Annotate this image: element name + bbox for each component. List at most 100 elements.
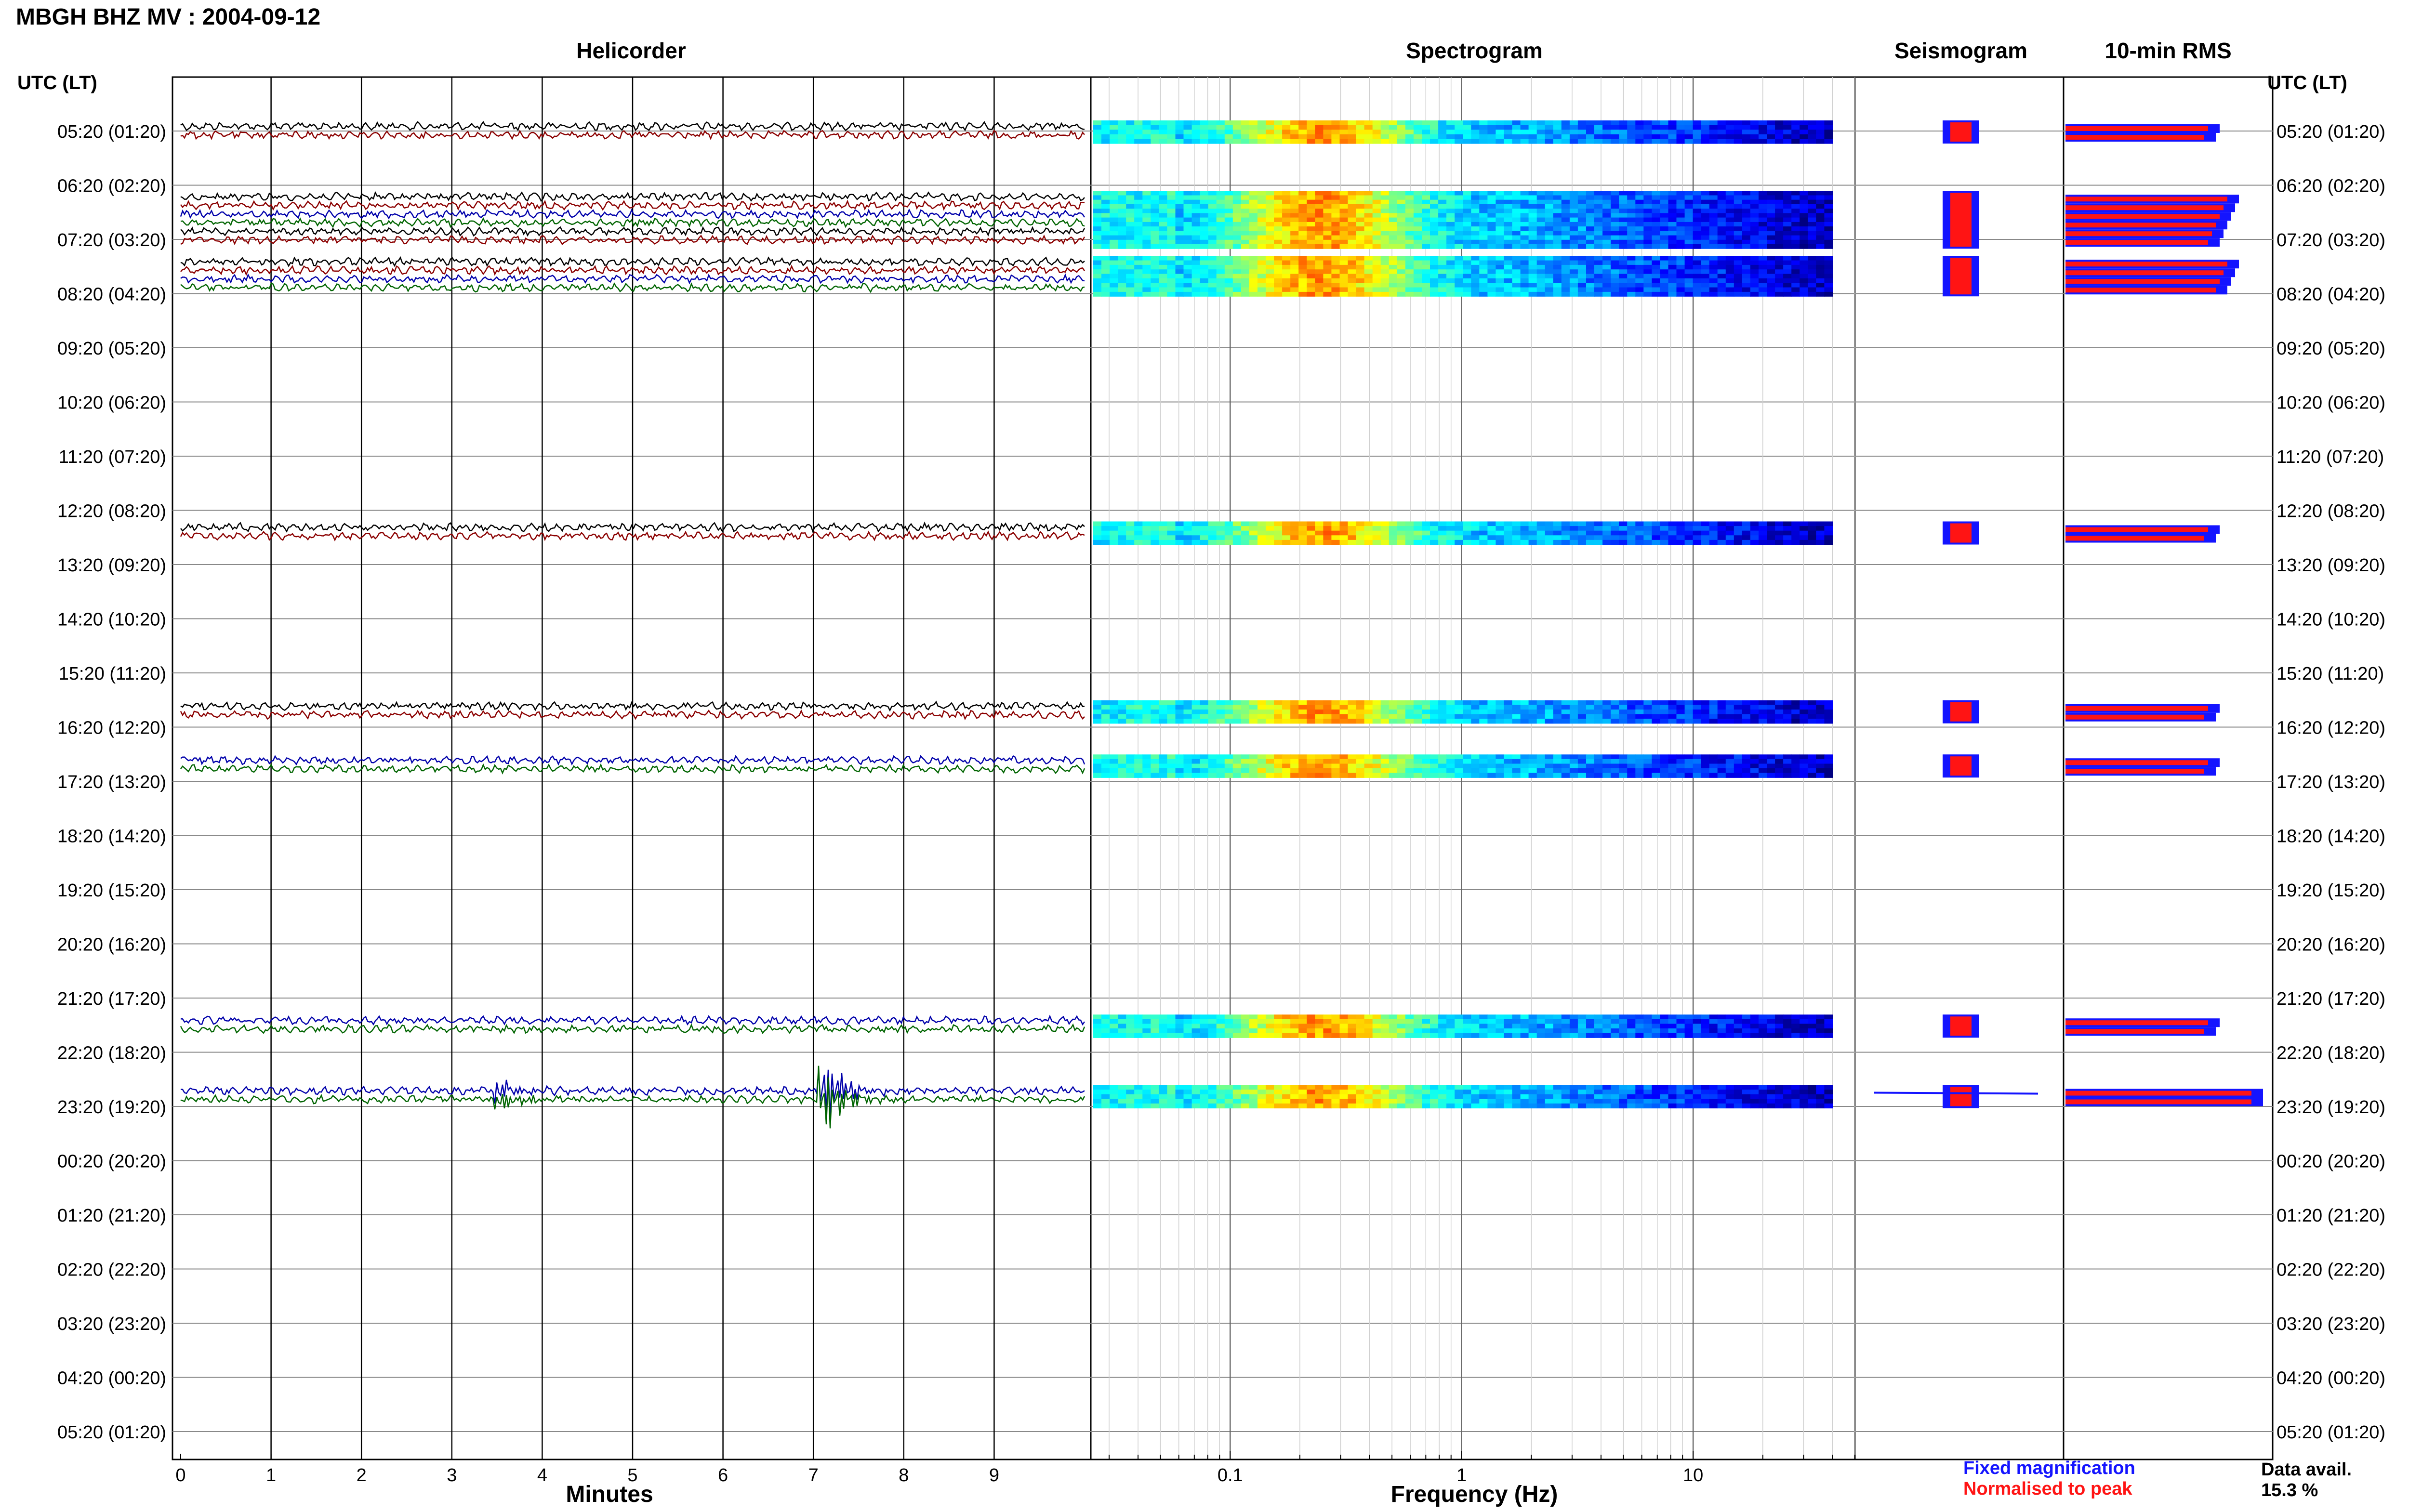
spectrogram-cell bbox=[1183, 209, 1192, 213]
spectrogram-cell bbox=[1438, 705, 1447, 710]
spectrogram-cell bbox=[1224, 1094, 1233, 1099]
seismogram-normalised-envelope bbox=[1950, 523, 1972, 543]
spectrogram-cell bbox=[1586, 256, 1595, 261]
spectrogram-cell bbox=[1643, 526, 1652, 531]
spectrogram-cell bbox=[1463, 710, 1471, 715]
spectrogram-cell bbox=[1430, 1024, 1439, 1029]
spectrogram-cell bbox=[1759, 530, 1767, 536]
spectrogram-cell bbox=[1224, 710, 1233, 715]
spectrogram-cell bbox=[1315, 226, 1324, 231]
spectrogram-cell bbox=[1323, 714, 1332, 719]
spectrogram-cell bbox=[1479, 1090, 1488, 1095]
spectrogram-cell bbox=[1594, 283, 1603, 288]
spectrogram-cell bbox=[1504, 139, 1513, 144]
spectrogram-cell bbox=[1791, 526, 1800, 531]
spectrogram-cell bbox=[1307, 768, 1315, 774]
spectrogram-cell bbox=[1668, 705, 1677, 710]
spectrogram-cell bbox=[1331, 191, 1340, 196]
spectrogram-cell bbox=[1463, 244, 1471, 249]
spectrogram-cell bbox=[1438, 231, 1447, 236]
spectrogram-cell bbox=[1126, 1024, 1135, 1029]
spectrogram-cell bbox=[1216, 1103, 1225, 1109]
spectrogram-cell bbox=[1200, 1019, 1209, 1024]
spectrogram-cell bbox=[1126, 278, 1135, 283]
spectrogram-cell bbox=[1808, 274, 1816, 279]
spectrogram-cell bbox=[1471, 278, 1480, 283]
left-time-tick-label: 23:20 (19:20) bbox=[57, 1097, 166, 1118]
spectrogram-cell bbox=[1380, 283, 1390, 288]
spectrogram-cell bbox=[1241, 209, 1250, 213]
spectrogram-cell bbox=[1479, 231, 1488, 236]
left-time-tick-label: 13:20 (09:20) bbox=[57, 555, 166, 576]
spectrogram-cell bbox=[1701, 754, 1710, 760]
spectrogram-cell bbox=[1159, 1019, 1167, 1024]
spectrogram-cell bbox=[1594, 226, 1603, 231]
spectrogram-cell bbox=[1545, 191, 1554, 196]
spectrogram-cell bbox=[1783, 239, 1792, 245]
spectrogram-cell bbox=[1816, 291, 1825, 297]
spectrogram-cell bbox=[1331, 264, 1340, 270]
spectrogram-cell bbox=[1315, 130, 1324, 135]
spectrogram-cell bbox=[1528, 209, 1537, 213]
spectrogram-cell bbox=[1808, 773, 1816, 778]
spectrogram-cell bbox=[1816, 1024, 1825, 1029]
spectrogram-cell bbox=[1118, 530, 1126, 536]
spectrogram-cell bbox=[1594, 264, 1603, 270]
spectrogram-cell bbox=[1643, 530, 1652, 536]
spectrogram-cell bbox=[1693, 763, 1702, 769]
spectrogram-cell bbox=[1232, 125, 1242, 130]
spectrogram-cell bbox=[1093, 1033, 1102, 1038]
spectrogram-cell bbox=[1142, 1028, 1151, 1034]
spectrogram-cell bbox=[1110, 204, 1118, 209]
spectrogram-cell bbox=[1200, 705, 1209, 710]
spectrogram-cell bbox=[1257, 526, 1266, 531]
spectrogram-cell bbox=[1216, 209, 1225, 213]
spectrogram-cell bbox=[1504, 705, 1513, 710]
spectrogram-cell bbox=[1356, 209, 1365, 213]
spectrogram-cell bbox=[1422, 204, 1430, 209]
spectrogram-cell bbox=[1455, 134, 1463, 139]
spectrogram-cell bbox=[1536, 134, 1546, 139]
spectrogram-cell bbox=[1536, 195, 1546, 200]
spectrogram-cell bbox=[1569, 773, 1578, 778]
spectrogram-cell bbox=[1175, 1103, 1184, 1109]
spectrogram-cell bbox=[1709, 1028, 1718, 1034]
spectrogram-cell bbox=[1635, 759, 1644, 764]
spectrogram-cell bbox=[1331, 526, 1340, 531]
spectrogram-cell bbox=[1093, 244, 1102, 249]
spectrogram-cell bbox=[1824, 125, 1833, 130]
spectrogram-cell bbox=[1266, 213, 1274, 218]
spectrogram-cell bbox=[1159, 213, 1167, 218]
spectrogram-cell bbox=[1282, 269, 1291, 275]
spectrogram-cell bbox=[1175, 521, 1184, 526]
spectrogram-cell bbox=[1101, 1103, 1110, 1109]
spectrogram-cell bbox=[1775, 217, 1784, 223]
spectrogram-cell bbox=[1372, 195, 1381, 200]
spectrogram-cell bbox=[1274, 710, 1283, 715]
spectrogram-cell bbox=[1775, 768, 1784, 774]
spectrogram-cell bbox=[1151, 291, 1159, 297]
spectrogram-cell bbox=[1586, 120, 1595, 126]
spectrogram-cell bbox=[1545, 1103, 1554, 1109]
spectrogram-cell bbox=[1487, 700, 1496, 705]
spectrogram-cell bbox=[1709, 1103, 1718, 1109]
spectrogram-cell bbox=[1372, 244, 1381, 249]
spectrogram-cell bbox=[1553, 1033, 1562, 1038]
spectrogram-cell bbox=[1643, 274, 1652, 279]
spectrogram-cell bbox=[1422, 213, 1430, 218]
spectrogram-cell bbox=[1496, 130, 1504, 135]
spectrogram-cell bbox=[1775, 754, 1784, 760]
spectrogram-cell bbox=[1602, 719, 1611, 724]
spectrogram-cell bbox=[1167, 139, 1176, 144]
spectrogram-cell bbox=[1290, 1094, 1299, 1099]
spectrogram-cell bbox=[1405, 134, 1414, 139]
spectrogram-cell bbox=[1619, 134, 1628, 139]
spectrogram-cell bbox=[1808, 521, 1816, 526]
spectrogram-cell bbox=[1364, 244, 1373, 249]
spectrogram-cell bbox=[1200, 1103, 1209, 1109]
spectrogram-cell bbox=[1101, 256, 1110, 261]
spectrogram-cell bbox=[1496, 195, 1504, 200]
spectrogram-cell bbox=[1208, 222, 1217, 227]
spectrogram-cell bbox=[1191, 1085, 1201, 1090]
spectrogram-cell bbox=[1339, 231, 1349, 236]
